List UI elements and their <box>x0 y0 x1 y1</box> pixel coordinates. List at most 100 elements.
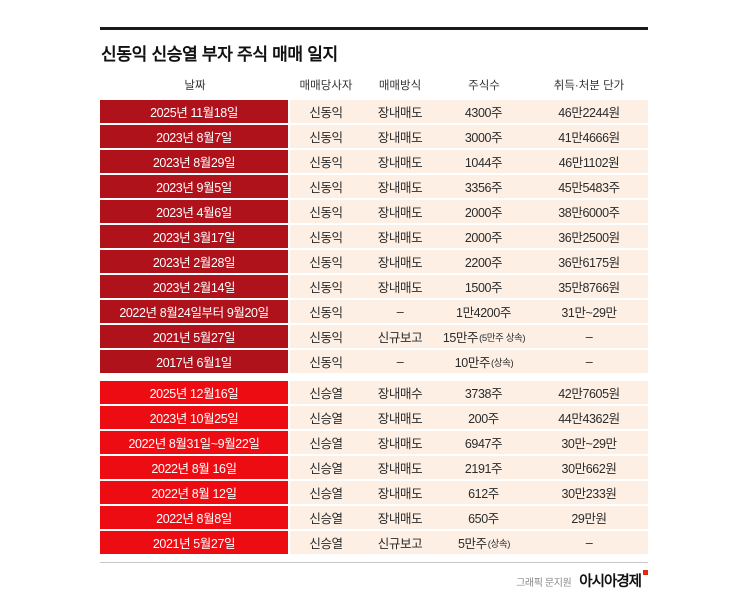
date-cell: 2023년 2월14일 <box>100 275 290 298</box>
table-row: 2022년 8월8일 신승열 장내매도 650주 29만원 <box>100 506 648 529</box>
price-cell: 46만2244원 <box>530 100 648 123</box>
date-cell: 2023년 8월29일 <box>100 150 290 173</box>
method-cell: 장내매도 <box>362 100 438 123</box>
date-cell: 2022년 8월 12일 <box>100 481 290 504</box>
shares-cell: 5만주 (상속) <box>438 531 530 554</box>
method-cell: 장내매도 <box>362 200 438 223</box>
price-cell: – <box>530 531 648 554</box>
shares-cell: 2200주 <box>438 250 530 273</box>
date-cell: 2023년 9월5일 <box>100 175 290 198</box>
shares-cell: 3356주 <box>438 175 530 198</box>
table-row: 2025년 12월16일 신승열 장내매수 3738주 42만7605원 <box>100 381 648 404</box>
table-row: 2022년 8월 16일 신승열 장내매도 2191주 30만662원 <box>100 456 648 479</box>
shares-note: (상속) <box>487 538 511 550</box>
method-cell: 장내매도 <box>362 225 438 248</box>
method-cell: 장내매도 <box>362 431 438 454</box>
person-cell: 신승열 <box>290 481 362 504</box>
shares-note: (상속) <box>491 357 514 369</box>
table-row: 2023년 2월14일 신동익 장내매도 1500주 35만8766원 <box>100 275 648 298</box>
table-row: 2023년 3월17일 신동익 장내매도 2000주 36만2500원 <box>100 225 648 248</box>
shares-value: 2000주 <box>464 206 503 220</box>
date-cell: 2023년 8월7일 <box>100 125 290 148</box>
shares-value: 3738주 <box>464 387 503 401</box>
date-cell: 2022년 8월 16일 <box>100 456 290 479</box>
shares-value: 6947주 <box>464 437 503 451</box>
table-row: 2022년 8월31일~9월22일 신승열 장내매도 6947주 30만~29만 <box>100 431 648 454</box>
person-cell: 신동익 <box>290 300 362 323</box>
shares-value: 2200주 <box>464 256 503 270</box>
shares-value: 200주 <box>468 412 499 426</box>
price-cell: 30만~29만 <box>530 431 648 454</box>
person-cell: 신승열 <box>290 431 362 454</box>
date-cell: 2023년 2월28일 <box>100 250 290 273</box>
shares-value: 15만주 <box>442 331 479 345</box>
method-cell: 장내매도 <box>362 406 438 429</box>
price-cell: 30만233원 <box>530 481 648 504</box>
shares-value: 3356주 <box>464 181 503 195</box>
table-row: 2021년 5월27일 신승열 신규보고 5만주 (상속) – <box>100 531 648 554</box>
table-row: 2022년 8월 12일 신승열 장내매도 612주 30만233원 <box>100 481 648 504</box>
person-cell: 신승열 <box>290 406 362 429</box>
column-header-price: 취득·처분 단가 <box>553 80 625 92</box>
shares-value: 650주 <box>468 512 499 526</box>
table-row: 2025년 11월18일 신동익 장내매도 4300주 46만2244원 <box>100 100 648 123</box>
shares-cell: 612주 <box>438 481 530 504</box>
shares-cell: 1만4200주 <box>438 300 530 323</box>
column-header-method: 매매방식 <box>378 80 422 92</box>
person-cell: 신동익 <box>290 100 362 123</box>
method-cell: 장내매도 <box>362 250 438 273</box>
price-cell: 29만원 <box>530 506 648 529</box>
shares-cell: 650주 <box>438 506 530 529</box>
price-cell: 42만7605원 <box>530 381 648 404</box>
method-cell: – <box>362 350 438 373</box>
shares-cell: 3000주 <box>438 125 530 148</box>
shares-cell: 1044주 <box>438 150 530 173</box>
person-cell: 신승열 <box>290 531 362 554</box>
date-cell: 2023년 4월6일 <box>100 200 290 223</box>
shares-value: 5만주 <box>458 537 487 551</box>
method-cell: 장내매도 <box>362 150 438 173</box>
shares-note: (5만주 상속) <box>479 332 526 344</box>
date-cell: 2023년 10월25일 <box>100 406 290 429</box>
price-cell: 36만2500원 <box>530 225 648 248</box>
date-cell: 2017년 6월1일 <box>100 350 290 373</box>
method-cell: 장내매도 <box>362 481 438 504</box>
person-cell: 신동익 <box>290 150 362 173</box>
column-header-date: 날짜 <box>184 80 206 92</box>
price-cell: – <box>530 325 648 348</box>
date-cell: 2021년 5월27일 <box>100 325 290 348</box>
shares-value: 10만주 <box>454 356 491 370</box>
price-cell: 38만6000주 <box>530 200 648 223</box>
asiae-wordmark: 아시아경제 <box>579 574 642 590</box>
column-header-shares: 주식수 <box>468 80 500 92</box>
price-cell: 31만~29만 <box>530 300 648 323</box>
person-cell: 신동익 <box>290 350 362 373</box>
footer: 그래픽 문지원 아시아경제 <box>516 570 648 591</box>
shares-cell: 15만주 (5만주 상속) <box>438 325 530 348</box>
date-cell: 2022년 8월31일~9월22일 <box>100 431 290 454</box>
date-cell: 2022년 8월24일부터 9월20일 <box>100 300 290 323</box>
price-cell: 36만6175원 <box>530 250 648 273</box>
page-title: 신동익 신승열 부자 주식 매매 일지 <box>101 45 338 64</box>
graphic-credit: 그래픽 문지원 <box>516 578 572 589</box>
table-row: 2023년 2월28일 신동익 장내매도 2200주 36만6175원 <box>100 250 648 273</box>
shares-cell: 200주 <box>438 406 530 429</box>
table-header-row: 날짜 매매당사자 매매방식 주식수 취득·처분 단가 <box>100 74 648 100</box>
person-cell: 신동익 <box>290 200 362 223</box>
shares-cell: 2000주 <box>438 200 530 223</box>
table-row: 2023년 8월7일 신동익 장내매도 3000주 41만4666원 <box>100 125 648 148</box>
price-cell: 44만4362원 <box>530 406 648 429</box>
method-cell: 장내매도 <box>362 275 438 298</box>
price-cell: 46만1102원 <box>530 150 648 173</box>
shares-cell: 10만주 (상속) <box>438 350 530 373</box>
table-row: 2023년 8월29일 신동익 장내매도 1044주 46만1102원 <box>100 150 648 173</box>
shares-value: 2000주 <box>464 231 503 245</box>
table-row: 2017년 6월1일 신동익 – 10만주 (상속) – <box>100 350 648 373</box>
price-cell: 35만8766원 <box>530 275 648 298</box>
method-cell: 장내매도 <box>362 456 438 479</box>
shares-cell: 2191주 <box>438 456 530 479</box>
table-row: 2023년 4월6일 신동익 장내매도 2000주 38만6000주 <box>100 200 648 223</box>
date-cell: 2025년 11월18일 <box>100 100 290 123</box>
method-cell: 장내매수 <box>362 381 438 404</box>
person-cell: 신동익 <box>290 125 362 148</box>
